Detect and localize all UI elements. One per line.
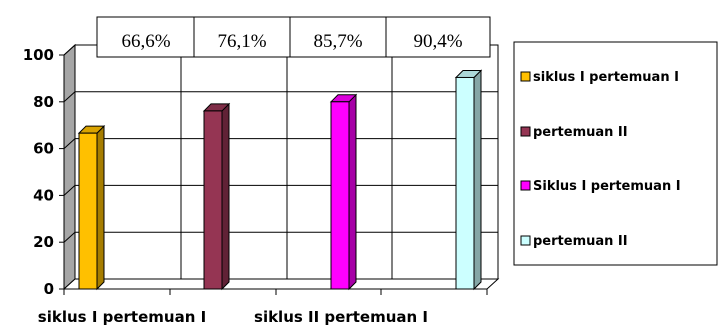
y-tick-label: 0 <box>44 280 54 298</box>
legend-label-2: pertemuan II <box>533 125 628 140</box>
data-label-1: 66,6% <box>121 31 170 52</box>
gridline <box>63 231 498 243</box>
legend-swatch-1 <box>520 71 531 82</box>
y-tick-label: 60 <box>33 140 54 158</box>
data-label-2: 76,1% <box>217 31 266 52</box>
chart-side-wall <box>63 43 76 291</box>
gridline <box>63 184 498 196</box>
legend-label-4: pertemuan II <box>533 234 628 249</box>
gridline <box>63 138 498 149</box>
bar-1 <box>77 124 106 291</box>
data-label-4: 90,4% <box>413 31 462 52</box>
y-tick-label: 80 <box>33 93 54 111</box>
bar-2 <box>202 102 231 291</box>
bar-4 <box>454 69 483 291</box>
y-tick-label: 40 <box>33 186 54 204</box>
legend-box <box>513 41 718 266</box>
data-label-3: 85,7% <box>313 31 362 52</box>
y-tick-label: 20 <box>33 233 54 251</box>
bar-3 <box>329 93 358 291</box>
legend-label-1: siklus I pertemuan I <box>533 70 679 85</box>
legend-swatch-2 <box>520 126 531 137</box>
legend-swatch-3 <box>520 180 531 191</box>
category-label-1: siklus I pertemuan I <box>38 308 206 326</box>
legend-swatch-4 <box>520 235 531 246</box>
gridline <box>63 91 498 103</box>
chart-floor <box>62 278 500 290</box>
legend-label-3: Siklus I pertemuan I <box>533 179 681 194</box>
data-label-boxes: 66,6% 76,1% 85,7% 90,4% <box>96 16 491 58</box>
legend: siklus I pertemuan I pertemuan II Siklus… <box>513 41 718 266</box>
category-label-2: siklus II pertemuan I <box>254 308 428 326</box>
y-tick-label: 100 <box>23 46 54 64</box>
